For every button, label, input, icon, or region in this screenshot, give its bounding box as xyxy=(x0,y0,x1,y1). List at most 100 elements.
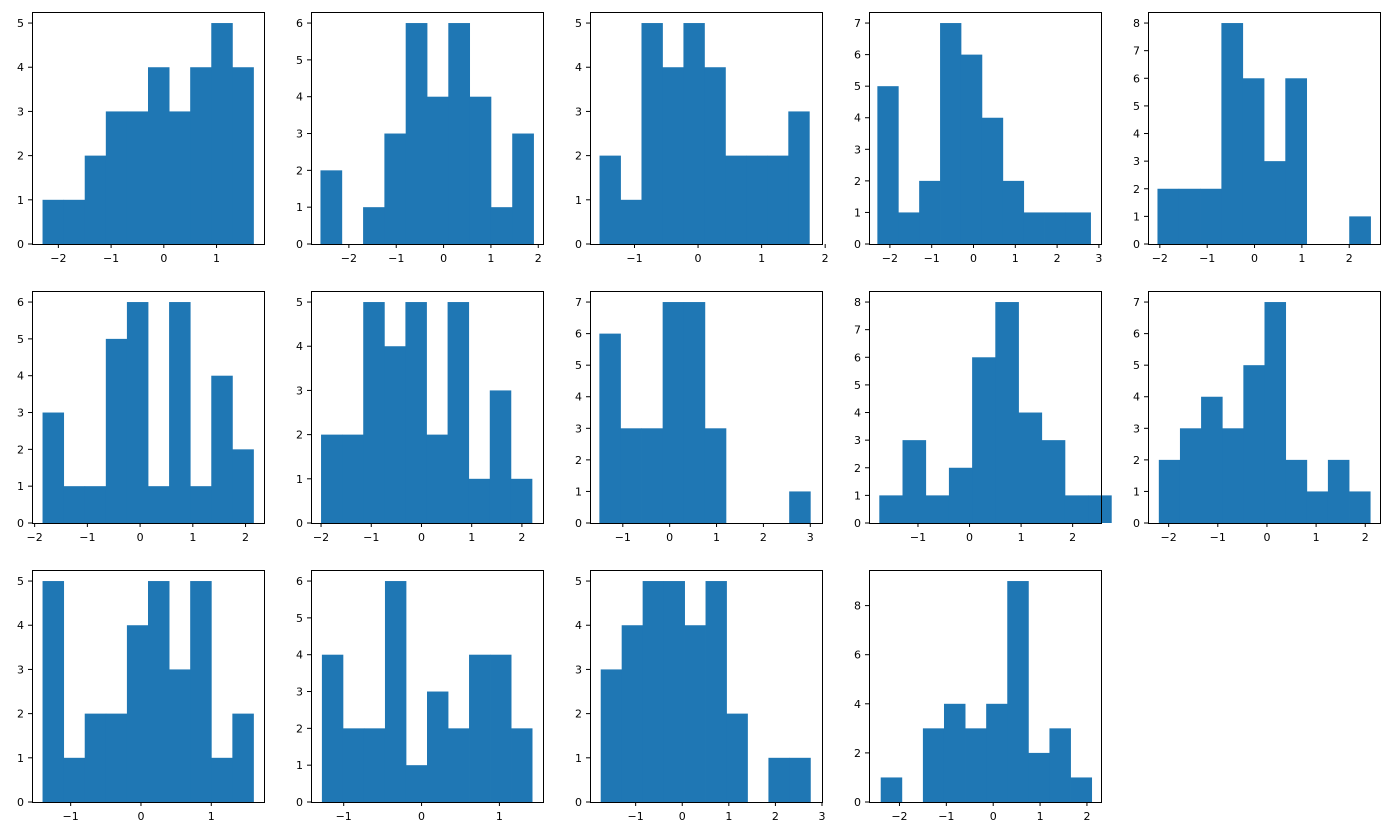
y-tick-label: 5 xyxy=(17,17,24,30)
y-tick-label: 1 xyxy=(17,480,24,493)
y-tick-label: 3 xyxy=(575,105,582,118)
x-tick-label: 2 xyxy=(772,810,779,823)
y-tick-label: 1 xyxy=(17,752,24,765)
histogram-bar xyxy=(1088,495,1112,523)
histogram-bar xyxy=(1221,23,1244,244)
y-tick-label: 4 xyxy=(1133,391,1140,404)
y-tick-label: 3 xyxy=(296,686,303,699)
y-tick-label: 5 xyxy=(296,54,303,67)
y-tick-label: 0 xyxy=(296,238,303,251)
histogram-bar xyxy=(211,375,233,523)
x-tick-label: −2 xyxy=(27,531,43,544)
x-tick-label: −1 xyxy=(1199,252,1215,265)
y-tick-label: 5 xyxy=(296,612,303,625)
histogram-bar xyxy=(789,757,811,802)
y-tick-label: 1 xyxy=(296,201,303,214)
y-tick-label: 1 xyxy=(575,485,582,498)
x-tick-label: 1 xyxy=(1012,252,1019,265)
histogram-bar xyxy=(148,67,170,244)
histogram-bar xyxy=(342,728,365,802)
histogram-bar xyxy=(599,155,621,244)
histogram-bar xyxy=(902,440,927,523)
histogram-bar xyxy=(384,581,407,802)
histogram-bar xyxy=(169,111,191,244)
histogram-bar xyxy=(704,67,726,244)
y-tick-label: 2 xyxy=(854,462,861,475)
y-tick-label: 5 xyxy=(296,296,303,309)
x-tick-label: −2 xyxy=(341,252,357,265)
histogram-bar xyxy=(169,669,191,802)
histogram-bar xyxy=(148,581,170,802)
y-tick-label: 0 xyxy=(17,517,24,530)
x-tick-label: 0 xyxy=(679,810,686,823)
histogram-bar xyxy=(84,486,107,523)
y-tick-label: 0 xyxy=(1133,238,1140,251)
y-tick-label: 1 xyxy=(296,473,303,486)
histogram-bar xyxy=(898,212,920,244)
y-tick-label: 7 xyxy=(854,17,861,30)
histogram-bar xyxy=(1007,581,1029,802)
x-tick-label: 1 xyxy=(496,810,503,823)
x-tick-label: 2 xyxy=(242,531,249,544)
x-tick-label: 2 xyxy=(1054,252,1061,265)
y-tick-label: 3 xyxy=(575,422,582,435)
histogram-bar xyxy=(943,703,966,802)
y-tick-label: 4 xyxy=(17,61,24,74)
histogram-bar xyxy=(510,478,533,523)
histogram-bar xyxy=(1049,728,1071,802)
x-tick-label: 0 xyxy=(1251,252,1258,265)
histogram-bar xyxy=(986,703,1008,802)
histogram-bar xyxy=(621,625,644,802)
histogram-bar xyxy=(42,412,65,523)
histogram-bar xyxy=(1264,302,1287,523)
y-tick-label: 4 xyxy=(296,91,303,104)
histogram-bar xyxy=(405,23,428,244)
y-tick-label: 0 xyxy=(854,796,861,809)
histogram-bar xyxy=(704,428,727,523)
y-tick-label: 0 xyxy=(575,238,582,251)
histogram-bar xyxy=(490,207,513,244)
histogram-bar xyxy=(1178,188,1201,244)
histogram-bar xyxy=(1222,428,1244,523)
y-tick-label: 1 xyxy=(1133,210,1140,223)
y-tick-label: 4 xyxy=(296,340,303,353)
axes-frame xyxy=(590,291,823,524)
histogram-bar xyxy=(427,96,449,244)
y-tick-label: 2 xyxy=(575,454,582,467)
y-tick-label: 3 xyxy=(296,128,303,141)
histogram-bar xyxy=(232,713,254,802)
axes-frame xyxy=(32,570,265,803)
y-tick-label: 3 xyxy=(296,384,303,397)
x-tick-label: −2 xyxy=(882,252,898,265)
y-tick-label: 5 xyxy=(854,379,861,392)
histogram-bar xyxy=(405,765,428,802)
x-tick-label: 3 xyxy=(1095,252,1102,265)
histogram-bar xyxy=(126,625,149,802)
histogram-bar xyxy=(768,757,790,802)
y-tick-label: 3 xyxy=(575,663,582,676)
y-tick-label: 4 xyxy=(854,407,861,420)
x-tick-label: −1 xyxy=(628,810,644,823)
y-tick-label: 0 xyxy=(296,796,303,809)
y-tick-label: 6 xyxy=(854,49,861,62)
histogram-bar xyxy=(321,654,344,802)
histogram-bar xyxy=(919,180,941,244)
x-tick-label: 1 xyxy=(758,252,765,265)
histogram-bar xyxy=(789,491,811,523)
axes-frame xyxy=(1148,291,1381,524)
histogram-bar xyxy=(1041,440,1066,523)
histogram-bar xyxy=(384,346,406,523)
y-tick-label: 6 xyxy=(854,649,861,662)
y-tick-label: 2 xyxy=(17,150,24,163)
y-tick-label: 2 xyxy=(296,722,303,735)
x-tick-label: 0 xyxy=(966,531,973,544)
x-tick-label: 0 xyxy=(137,810,144,823)
histogram-bar xyxy=(600,669,623,802)
x-tick-label: 0 xyxy=(990,810,997,823)
histogram-bar xyxy=(42,199,65,244)
y-tick-label: 2 xyxy=(854,747,861,760)
histogram-panel-5: −2 −1 0 1 2 0 1 2 3 4 5 6 7 8 xyxy=(1133,12,1381,265)
axes-frame xyxy=(32,291,265,524)
x-tick-label: 1 xyxy=(1298,252,1305,265)
histogram-bar xyxy=(960,54,983,244)
